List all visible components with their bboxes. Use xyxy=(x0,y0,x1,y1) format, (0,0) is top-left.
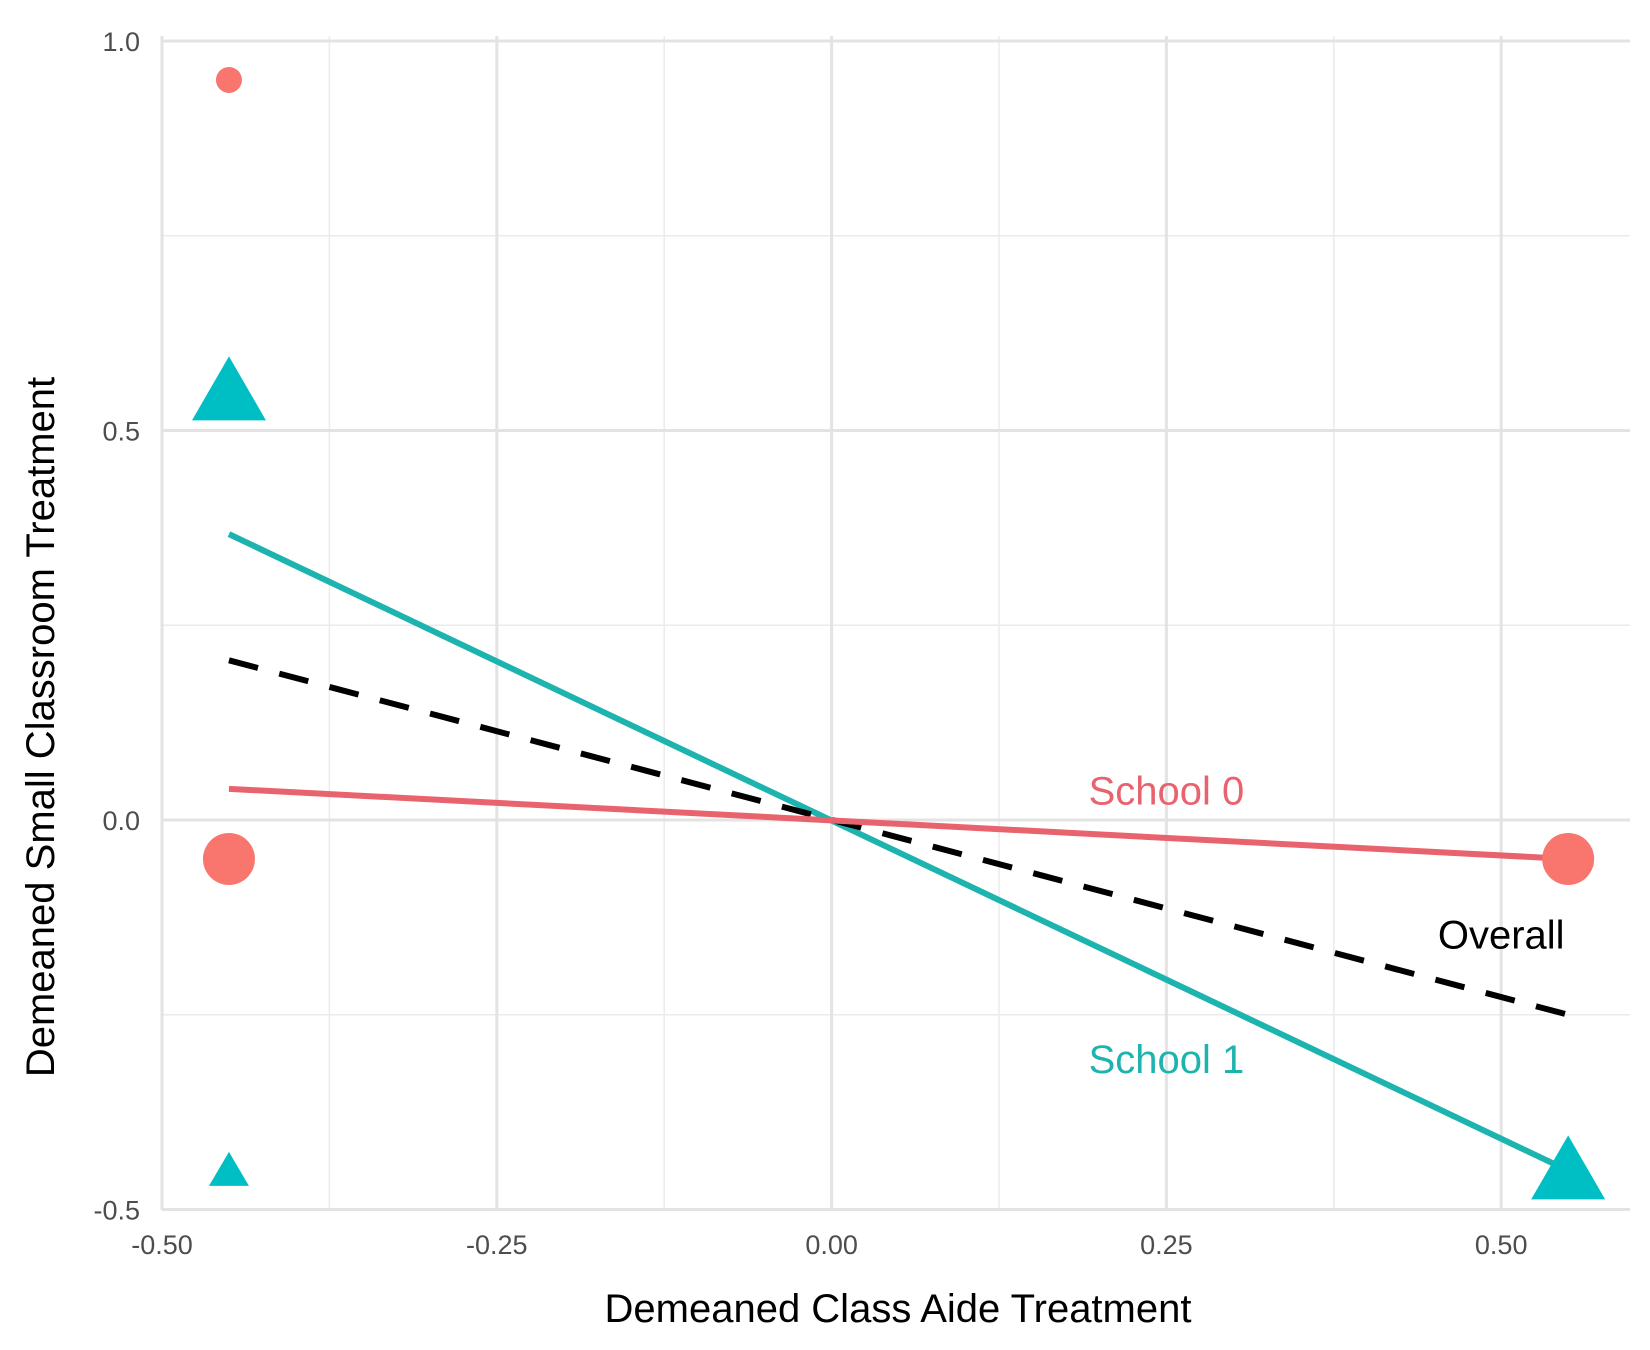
x-tick-label: -0.50 xyxy=(131,1230,193,1260)
tick-labels: -0.50 -0.25 0.00 0.25 0.50 -0.5 0.0 0.5 1.0 xyxy=(93,27,1527,1260)
x-tick-label: 0.25 xyxy=(1140,1230,1193,1260)
point-school-0 xyxy=(215,66,242,93)
fit-lines xyxy=(227,531,1570,1174)
point-school-1 xyxy=(191,356,266,421)
y-tick-label: 0.0 xyxy=(102,806,140,836)
y-tick-label: -0.5 xyxy=(93,1196,140,1226)
x-axis-title: Demeaned Class Aide Treatment xyxy=(605,1287,1192,1331)
x-tick-label: -0.25 xyxy=(466,1230,528,1260)
y-tick-label: 0.5 xyxy=(102,417,140,447)
y-tick-label: 1.0 xyxy=(102,27,140,57)
label-school-1: School 1 xyxy=(1089,1038,1245,1082)
point-school-0 xyxy=(202,832,255,885)
point-school-1 xyxy=(1531,1135,1606,1200)
x-tick-label: 0.00 xyxy=(805,1230,858,1260)
label-school-0: School 0 xyxy=(1089,769,1245,813)
grid xyxy=(160,36,1630,1211)
y-axis-title: Demeaned Small Classroom Treatment xyxy=(19,377,63,1077)
x-tick-label: 0.50 xyxy=(1475,1230,1528,1260)
point-school-0 xyxy=(1542,832,1595,885)
fit-line-school-0 xyxy=(228,785,1569,862)
data-points xyxy=(191,66,1606,1200)
fit-line-overall xyxy=(228,657,1569,1018)
point-school-1 xyxy=(208,1151,249,1186)
label-overall: Overall xyxy=(1438,914,1565,958)
series-annotations: School 0 Overall School 1 xyxy=(1089,769,1565,1082)
fit-line-school-1 xyxy=(227,531,1570,1174)
